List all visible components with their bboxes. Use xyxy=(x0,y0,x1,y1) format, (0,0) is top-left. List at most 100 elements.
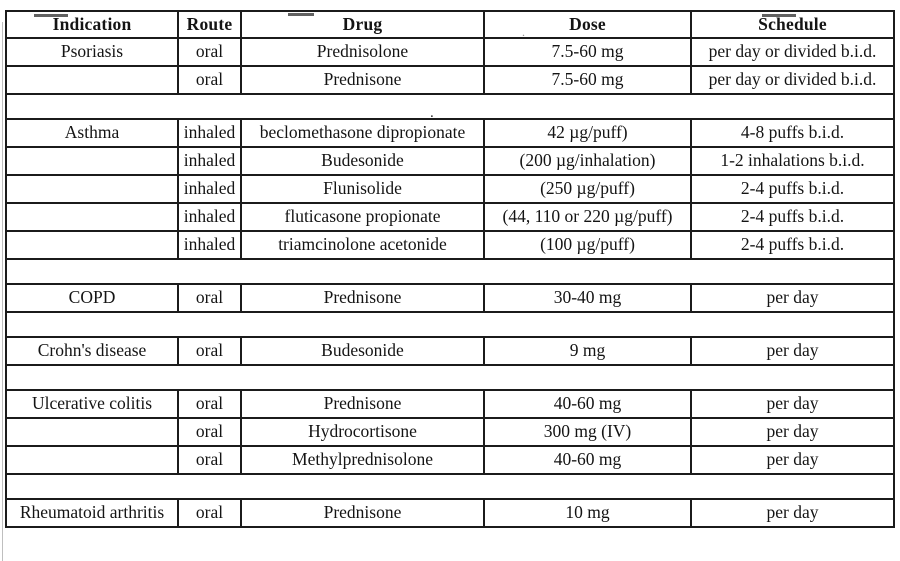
cell-schedule: per day xyxy=(690,283,895,313)
spacer-cell xyxy=(5,259,895,284)
cell-route: oral xyxy=(177,65,242,95)
cell-indication xyxy=(5,417,179,447)
cell-route: oral xyxy=(177,389,242,419)
cell-drug: Methylprednisolone xyxy=(240,445,485,475)
cell-route: oral xyxy=(177,283,242,313)
cell-route: oral xyxy=(177,498,242,528)
cell-drug: beclomethasone dipropionate xyxy=(240,118,485,148)
spacer-cell xyxy=(5,474,895,499)
table-row-asthma-beclomethasone: Asthma inhaled beclomethasone dipropiona… xyxy=(5,118,895,148)
section-spacer-row xyxy=(5,94,895,119)
cell-schedule: 2-4 puffs b.i.d. xyxy=(690,230,895,260)
scan-artifact-dot: . xyxy=(430,105,434,121)
cell-indication xyxy=(5,445,179,475)
table-row-ulcerative-hydrocortisone: oral Hydrocortisone 300 mg (IV) per day xyxy=(5,417,895,447)
cell-dose: 40-60 mg xyxy=(483,445,692,475)
cell-drug: Budesonide xyxy=(240,336,485,366)
section-spacer-row xyxy=(5,365,895,390)
cell-schedule: 2-4 puffs b.i.d. xyxy=(690,174,895,204)
cell-schedule: per day xyxy=(690,445,895,475)
cell-route: inhaled xyxy=(177,230,242,260)
header-row: Indication Route Drug Dose Schedule xyxy=(5,10,895,39)
table-row-asthma-triamcinolone: inhaled triamcinolone acetonide (100 µg/… xyxy=(5,230,895,260)
page-edge-scan-line xyxy=(2,22,3,561)
scan-artifact-dash xyxy=(762,14,796,17)
cell-route: inhaled xyxy=(177,174,242,204)
cell-schedule: 2-4 puffs b.i.d. xyxy=(690,202,895,232)
cell-drug: Hydrocortisone xyxy=(240,417,485,447)
section-spacer-row xyxy=(5,474,895,499)
table-row-crohns-budesonide: Crohn's disease oral Budesonide 9 mg per… xyxy=(5,336,895,366)
table-row-rheumatoid-prednisone: Rheumatoid arthritis oral Prednisone 10 … xyxy=(5,498,895,528)
cell-route: oral xyxy=(177,445,242,475)
cell-drug: Prednisone xyxy=(240,498,485,528)
table-row-asthma-flunisolide: inhaled Flunisolide (250 µg/puff) 2-4 pu… xyxy=(5,174,895,204)
cell-dose: 7.5-60 mg xyxy=(483,37,692,67)
cell-schedule: per day xyxy=(690,336,895,366)
cell-dose: (200 µg/inhalation) xyxy=(483,146,692,176)
scan-artifact-dot: . xyxy=(522,25,525,39)
spacer-cell xyxy=(5,312,895,337)
cell-route: inhaled xyxy=(177,118,242,148)
cell-route: oral xyxy=(177,37,242,67)
cell-dose: 42 µg/puff) xyxy=(483,118,692,148)
cell-indication: Ulcerative colitis xyxy=(5,389,179,419)
table-row-psoriasis-prednisolone: Psoriasis oral Prednisolone 7.5-60 mg pe… xyxy=(5,37,895,67)
col-header-indication: Indication xyxy=(5,10,179,39)
cell-drug: triamcinolone acetonide xyxy=(240,230,485,260)
section-spacer-row xyxy=(5,259,895,284)
table-row-ulcerative-methylprednisolone: oral Methylprednisolone 40-60 mg per day xyxy=(5,445,895,475)
cell-dose: 7.5-60 mg xyxy=(483,65,692,95)
cell-schedule: 4-8 puffs b.i.d. xyxy=(690,118,895,148)
cell-schedule: per day xyxy=(690,389,895,419)
cell-schedule: per day or divided b.i.d. xyxy=(690,65,895,95)
scan-artifact-dash xyxy=(288,13,314,16)
table-row-asthma-fluticasone: inhaled fluticasone propionate (44, 110 … xyxy=(5,202,895,232)
cell-indication: Asthma xyxy=(5,118,179,148)
scan-artifact-dash xyxy=(34,14,68,17)
section-spacer-row xyxy=(5,312,895,337)
table-row-psoriasis-prednisone: oral Prednisone 7.5-60 mg per day or div… xyxy=(5,65,895,95)
table-row-asthma-budesonide: inhaled Budesonide (200 µg/inhalation) 1… xyxy=(5,146,895,176)
cell-route: oral xyxy=(177,417,242,447)
cell-route: inhaled xyxy=(177,146,242,176)
cell-indication xyxy=(5,65,179,95)
cell-indication xyxy=(5,174,179,204)
cell-route: oral xyxy=(177,336,242,366)
cell-schedule: per day or divided b.i.d. xyxy=(690,37,895,67)
table-row-copd-prednisone: COPD oral Prednisone 30-40 mg per day xyxy=(5,283,895,313)
col-header-route: Route xyxy=(177,10,242,39)
cell-route: inhaled xyxy=(177,202,242,232)
cell-dose: (250 µg/puff) xyxy=(483,174,692,204)
cell-dose: 30-40 mg xyxy=(483,283,692,313)
scanned-document-page: { "table": { "headers": { "indication": … xyxy=(0,10,900,561)
cell-drug: Prednisolone xyxy=(240,37,485,67)
cell-dose: 10 mg xyxy=(483,498,692,528)
col-header-dose: Dose xyxy=(483,10,692,39)
cell-indication: Crohn's disease xyxy=(5,336,179,366)
cell-schedule: 1-2 inhalations b.i.d. xyxy=(690,146,895,176)
cell-schedule: per day xyxy=(690,498,895,528)
cell-indication: Psoriasis xyxy=(5,37,179,67)
corticosteroid-dose-table: Indication Route Drug Dose Schedule Psor… xyxy=(5,10,895,528)
cell-drug: Prednisone xyxy=(240,283,485,313)
cell-indication xyxy=(5,230,179,260)
cell-dose: (44, 110 or 220 µg/puff) xyxy=(483,202,692,232)
cell-dose: (100 µg/puff) xyxy=(483,230,692,260)
cell-drug: fluticasone propionate xyxy=(240,202,485,232)
cell-drug: Prednisone xyxy=(240,65,485,95)
cell-indication: Rheumatoid arthritis xyxy=(5,498,179,528)
cell-schedule: per day xyxy=(690,417,895,447)
cell-drug: Flunisolide xyxy=(240,174,485,204)
cell-indication xyxy=(5,202,179,232)
cell-dose: 9 mg xyxy=(483,336,692,366)
cell-drug: Prednisone xyxy=(240,389,485,419)
cell-dose: 300 mg (IV) xyxy=(483,417,692,447)
cell-drug: Budesonide xyxy=(240,146,485,176)
spacer-cell xyxy=(5,94,895,119)
spacer-cell xyxy=(5,365,895,390)
cell-indication xyxy=(5,146,179,176)
cell-indication: COPD xyxy=(5,283,179,313)
table-row-ulcerative-prednisone: Ulcerative colitis oral Prednisone 40-60… xyxy=(5,389,895,419)
col-header-drug: Drug xyxy=(240,10,485,39)
